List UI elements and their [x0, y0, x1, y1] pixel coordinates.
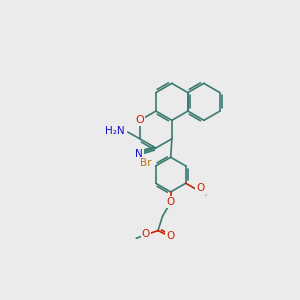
Text: O: O: [142, 230, 150, 239]
Text: H₂N: H₂N: [105, 126, 124, 136]
Text: O: O: [136, 115, 144, 125]
Text: O: O: [167, 231, 175, 241]
Text: Br: Br: [140, 158, 152, 168]
Text: O: O: [196, 184, 205, 194]
Text: N: N: [135, 149, 143, 159]
Text: O: O: [167, 197, 175, 207]
